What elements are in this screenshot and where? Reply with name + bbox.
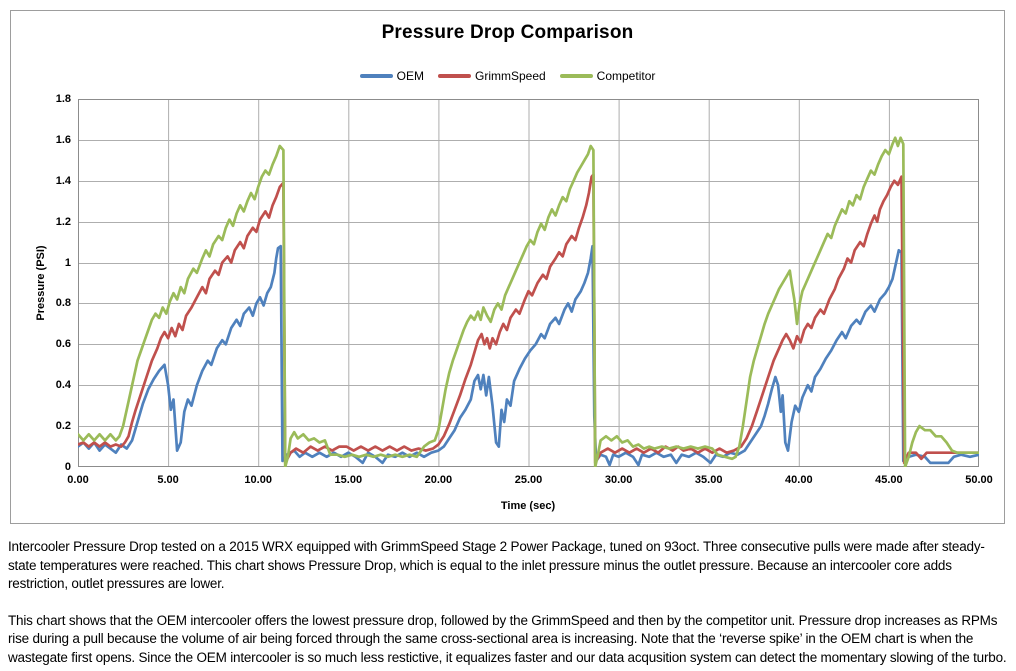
plot-border [78,99,979,467]
legend-label: GrimmSpeed [474,69,546,83]
x-tick-label: 15.00 [334,474,363,486]
chart-legend: OEM GrimmSpeed Competitor [11,69,1004,83]
series-line-grimmspeed [78,173,979,465]
plot-area [78,99,979,467]
x-tick-label: 30.00 [604,474,633,486]
chart-caption: Intercooler Pressure Drop tested on a 20… [8,538,1010,671]
legend-item-oem: OEM [359,69,424,83]
legend-item-competitor: Competitor [559,69,656,83]
plot-svg [78,99,979,467]
x-tick-label: 5.00 [157,474,179,486]
x-tick-label: 20.00 [424,474,453,486]
x-tick-label: 35.00 [694,474,723,486]
y-tick-label: 1.8 [55,93,71,105]
y-tick-label: 0.6 [55,338,71,351]
legend-item-grimmspeed: GrimmSpeed [437,69,546,83]
x-tick-label: 25.00 [514,474,543,486]
y-tick-label: 1 [64,256,71,269]
x-tick-label: 10.00 [244,474,272,486]
caption-paragraph-2: This chart shows that the OEM intercoole… [8,612,1007,665]
chart-title: Pressure Drop Comparison [381,22,634,43]
legend-line-swatch [359,74,393,78]
y-tick-label: 1.4 [55,174,71,187]
caption-paragraph-1: Intercooler Pressure Drop tested on a 20… [8,539,985,592]
x-tick-label: 0.00 [67,474,89,486]
legend-line-swatch [437,74,471,78]
x-tick-label: 45.00 [875,474,903,486]
y-tick-label: 0.4 [55,379,71,392]
y-tick-label: 0 [64,461,71,473]
x-axis-title: Time (sec) [500,500,556,512]
y-tick-label: 0.2 [55,420,71,433]
series-line-oem [78,244,979,467]
y-tick-label: 1.2 [55,215,71,228]
x-tick-label: 50.00 [965,474,993,486]
y-tick-label: 1.6 [55,133,71,146]
x-tick-label: 40.00 [785,474,813,486]
legend-label: OEM [396,69,424,83]
y-tick-label: 0.8 [55,297,71,310]
legend-label: Competitor [596,69,656,83]
chart-frame: Pressure Drop Comparison OEM GrimmSpeed Co… [10,10,1005,524]
legend-line-swatch [559,74,593,78]
series-line-competitor [78,136,979,467]
